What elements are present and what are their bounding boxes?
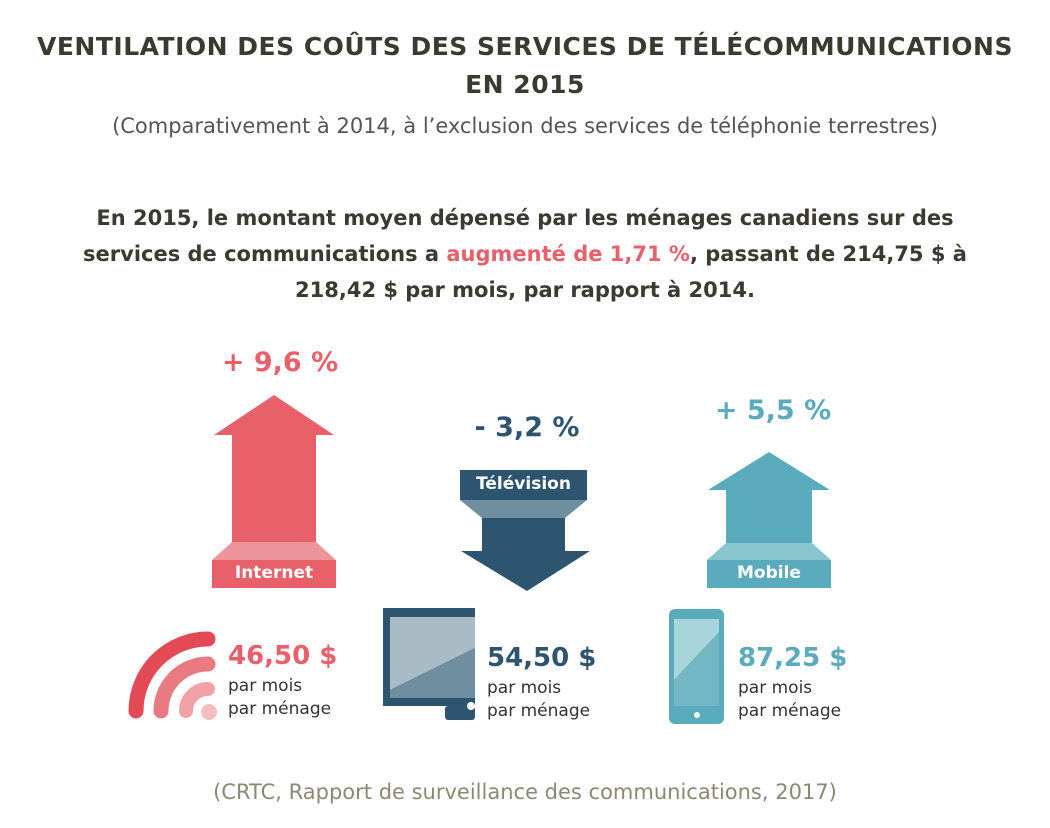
internet-up-arrow: [212, 395, 336, 588]
title-line-1: VENTILATION DES COÛTS DES SERVICES DE TÉ…: [37, 32, 1013, 61]
television-label: Télévision: [476, 474, 571, 494]
smartphone-icon: [669, 609, 724, 724]
unit-month: par mois: [738, 678, 813, 698]
television-price: 54,50 $: [487, 643, 597, 673]
television-change: - 3,2 %: [474, 412, 580, 443]
television-down-arrow: [460, 470, 590, 591]
source-citation: (CRTC, Rapport de surveillance des commu…: [213, 780, 837, 804]
title-line-2: EN 2015: [465, 70, 585, 99]
subtitle: (Comparativement à 2014, à l’exclusion d…: [112, 114, 938, 138]
summary-text: En 2015, le montant moyen dépensé par le…: [83, 206, 954, 266]
mobile-unit: par mois par ménage: [738, 677, 841, 723]
unit-household: par ménage: [738, 701, 842, 721]
television-unit: par mois par ménage: [487, 677, 590, 723]
internet-price: 46,50 $: [228, 641, 338, 671]
mobile-change: + 5,5 %: [714, 395, 832, 426]
mobile-price: 87,25 $: [738, 643, 848, 673]
mobile-up-arrow: [707, 452, 831, 588]
summary: En 2015, le montant moyen dépensé par le…: [70, 200, 980, 308]
wifi-icon: [128, 631, 217, 720]
internet-unit: par mois par ménage: [228, 675, 331, 721]
summary-text-end: , passant de 214,75 $ à 218,42 $ par moi…: [295, 242, 967, 302]
unit-household: par ménage: [228, 699, 332, 719]
unit-month: par mois: [487, 678, 562, 698]
summary-highlight: augmenté de 1,71 %: [446, 242, 690, 266]
internet-change: + 9,6 %: [221, 347, 339, 378]
unit-month: par mois: [228, 676, 303, 696]
monitor-icon: [383, 608, 475, 720]
unit-household: par ménage: [487, 701, 591, 721]
internet-label: Internet: [234, 563, 314, 583]
mobile-label: Mobile: [737, 563, 801, 583]
